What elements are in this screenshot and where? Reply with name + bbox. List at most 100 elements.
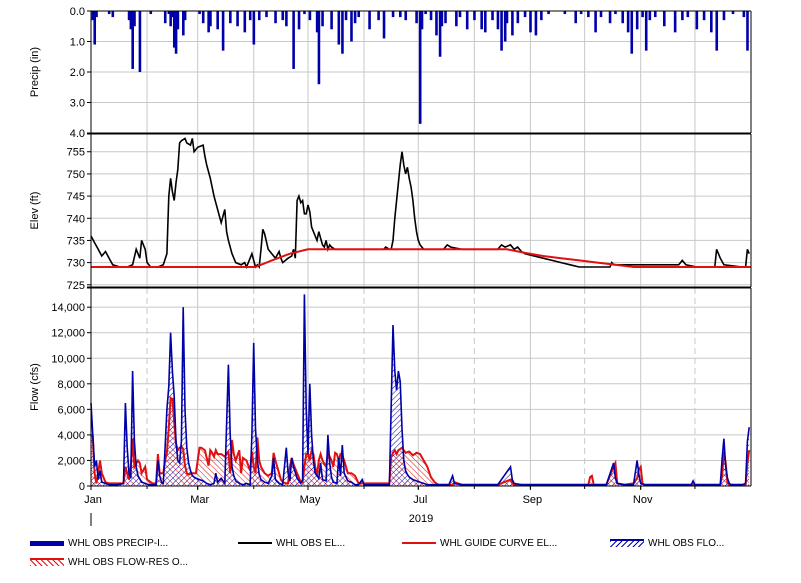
precip-bar: [587, 11, 590, 18]
precip-bar: [382, 11, 386, 39]
precip-bar: [673, 11, 677, 33]
ytick-label: 725: [67, 280, 85, 292]
precip-bar: [635, 11, 639, 30]
xtick-label: Sep: [523, 494, 543, 506]
precip-bar: [621, 11, 625, 24]
precip-bar: [207, 11, 210, 33]
precip-bar: [292, 11, 295, 69]
panel-flow: 0 2,000 4,000 6,000 8,000 10,000 12,000 14,000 F…: [29, 288, 752, 526]
flow-obs-line: [90, 294, 750, 486]
precip-bar: [540, 11, 543, 21]
ytick-label: 4,000: [57, 430, 85, 442]
precip-bar: [308, 11, 312, 21]
precip-bar: [182, 11, 185, 36]
precip-bar: [663, 11, 666, 27]
precip-bar: [440, 11, 444, 27]
precip-bar: [429, 11, 433, 21]
legend-item-flow-obs: WHL OBS FLO...: [610, 535, 724, 551]
precip-bar: [742, 11, 746, 18]
ytick-label: 0: [79, 481, 85, 493]
precip-bar: [648, 11, 652, 21]
precip-bar: [297, 11, 301, 30]
precip-bar: [681, 11, 684, 21]
ytick-label: 14,000: [51, 302, 85, 314]
precip-bar: [133, 11, 136, 27]
precip-bar: [415, 11, 418, 24]
precip-bar: [491, 11, 494, 21]
precip-bar: [236, 11, 239, 27]
precip-bar: [344, 11, 348, 21]
precip-bar: [163, 11, 167, 24]
precip-bar: [626, 11, 630, 33]
legend-label-precip: WHL OBS PRECIP-I...: [68, 537, 169, 549]
precip-bar: [438, 11, 442, 57]
legend-item-guide: WHL GUIDE CURVE EL...: [402, 535, 557, 551]
precip-bar: [511, 11, 514, 36]
precip-bar: [330, 11, 333, 30]
ytick-label: 750: [67, 169, 85, 181]
precip-bar: [563, 11, 567, 15]
y-axis-label: Flow (cfs): [29, 363, 41, 411]
precip-bar: [465, 11, 469, 30]
precip-bar: [149, 11, 153, 15]
precip-bar: [91, 11, 95, 21]
precip-bar: [337, 11, 341, 45]
precip-bar: [418, 11, 422, 124]
ytick-label: 745: [67, 191, 85, 203]
precip-bar: [614, 11, 617, 15]
precip-bar: [722, 11, 726, 21]
precip-bar: [424, 11, 427, 15]
precip-bar: [285, 11, 288, 27]
panel-elev: 725 730 735 740 745 750 755 Elev (ft): [29, 134, 752, 292]
x-axis-label: 2019: [409, 513, 433, 525]
precip-bar: [174, 11, 178, 54]
legend-swatch-flow-obs: [610, 539, 644, 547]
precip-bar: [702, 11, 706, 21]
precip-bar: [171, 11, 174, 18]
elev-obs-line: [90, 137, 750, 270]
precip-bar: [483, 11, 487, 33]
legend-swatch-flow-res: [30, 558, 64, 566]
precip-bar: [209, 11, 212, 27]
precip-bar: [172, 11, 176, 48]
ytick-label: 12,000: [51, 328, 85, 340]
precip-bar: [516, 11, 520, 24]
precip-bar: [138, 11, 142, 72]
precip-bar: [641, 11, 644, 18]
precip-bar: [216, 11, 219, 30]
precip-bar: [473, 11, 476, 21]
precip-bar: [420, 11, 424, 30]
precip-bar: [229, 11, 232, 24]
y-axis-label: Elev (ft): [29, 192, 41, 230]
precip-bar: [458, 11, 462, 18]
ytick-label: 730: [67, 258, 85, 270]
legend-swatch-precip: [30, 540, 64, 546]
precip-bar: [93, 11, 97, 45]
precip-bar: [167, 11, 171, 15]
precip-bar: [281, 11, 285, 21]
legend-swatch-guide: [402, 542, 436, 544]
precip-bar: [265, 11, 268, 18]
legend-swatch-elev: [238, 542, 272, 544]
precip-bar: [129, 11, 133, 30]
precip-bar: [243, 11, 247, 33]
precip-bar: [500, 11, 503, 51]
ytick-label: 3.0: [70, 98, 85, 110]
legend-label-flow-obs: WHL OBS FLO...: [648, 537, 725, 549]
y-axis-label: Precip (in): [29, 47, 41, 97]
precip-bar: [710, 11, 713, 33]
precip-bar: [317, 11, 321, 85]
legend-label-flow-res: WHL OBS FLOW-RES O...: [68, 556, 189, 568]
precip-bar: [594, 11, 597, 33]
precip-bar: [547, 11, 550, 15]
xtick-label: Jan: [84, 494, 102, 506]
precip-bar: [404, 11, 408, 21]
precip-bar: [455, 11, 458, 27]
ytick-label: 2.0: [70, 67, 85, 79]
precip-bar: [257, 11, 261, 21]
precip-bar: [503, 11, 507, 42]
precip-bar: [746, 11, 749, 51]
precip-bar: [534, 11, 538, 36]
legend: WHL OBS PRECIP-I... WHL OBS EL... WHL GU…: [0, 528, 801, 578]
